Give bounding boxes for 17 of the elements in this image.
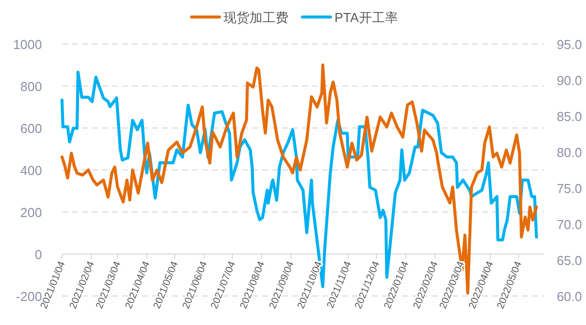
y-tick-label: 400 [20,163,42,178]
y2-tick-label: 80.0 [556,145,582,160]
legend-label: 现货加工费 [224,10,288,25]
y2-tick-label: 60.0 [556,289,582,304]
y-tick-label: 200 [20,205,42,220]
y2-tick-label: 85.0 [556,109,582,124]
y2-tick-label: 90.0 [556,73,582,88]
y-tick-label: 0 [34,247,42,262]
legend-label: PTA开工率 [334,10,398,25]
y2-tick-label: 70.0 [556,217,582,232]
y2-tick-label: 95.0 [556,37,582,52]
y-tick-label: 800 [20,79,42,94]
y2-tick-label: 65.0 [556,253,582,268]
y2-tick-label: 75.0 [556,181,582,196]
y-tick-label: -200 [16,289,42,304]
y-tick-label: 1000 [13,37,42,52]
y-tick-label: 600 [20,121,42,136]
